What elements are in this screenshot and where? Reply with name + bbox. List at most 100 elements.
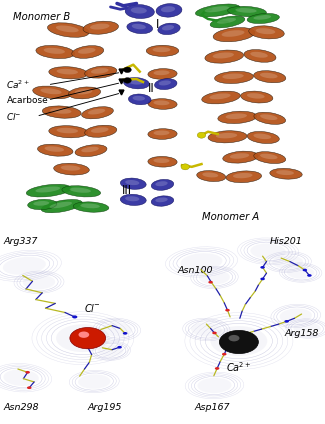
- Ellipse shape: [42, 106, 81, 118]
- Ellipse shape: [210, 16, 245, 28]
- Ellipse shape: [240, 91, 273, 103]
- Ellipse shape: [125, 196, 139, 201]
- Ellipse shape: [26, 184, 71, 197]
- Ellipse shape: [216, 133, 237, 138]
- Ellipse shape: [73, 202, 109, 212]
- Ellipse shape: [91, 68, 109, 74]
- Ellipse shape: [47, 23, 89, 37]
- Ellipse shape: [293, 322, 321, 335]
- Ellipse shape: [156, 4, 182, 17]
- Text: Arg195: Arg195: [88, 403, 122, 413]
- Ellipse shape: [33, 201, 49, 206]
- Ellipse shape: [162, 25, 174, 31]
- Ellipse shape: [227, 6, 266, 17]
- Ellipse shape: [132, 24, 146, 29]
- Circle shape: [70, 327, 106, 349]
- Ellipse shape: [125, 180, 139, 185]
- Circle shape: [284, 320, 289, 323]
- Ellipse shape: [233, 173, 253, 178]
- Ellipse shape: [78, 374, 111, 389]
- Ellipse shape: [223, 151, 258, 163]
- Ellipse shape: [250, 52, 268, 58]
- Ellipse shape: [213, 28, 255, 42]
- Text: III: III: [122, 184, 132, 197]
- Ellipse shape: [159, 81, 171, 86]
- Circle shape: [219, 330, 258, 354]
- Text: Monomer A: Monomer A: [202, 212, 259, 222]
- Ellipse shape: [270, 168, 302, 179]
- Text: Acarbose: Acarbose: [6, 96, 48, 105]
- Ellipse shape: [125, 5, 154, 19]
- Circle shape: [260, 266, 265, 269]
- Circle shape: [260, 278, 265, 280]
- Ellipse shape: [148, 129, 177, 139]
- Ellipse shape: [254, 152, 286, 164]
- Text: Cl$^{-}$: Cl$^{-}$: [84, 302, 101, 314]
- Circle shape: [197, 132, 206, 138]
- Ellipse shape: [208, 131, 247, 143]
- Ellipse shape: [199, 270, 230, 285]
- Ellipse shape: [127, 22, 153, 33]
- Ellipse shape: [153, 131, 170, 135]
- Circle shape: [79, 332, 89, 338]
- Ellipse shape: [204, 6, 229, 12]
- Ellipse shape: [158, 23, 180, 35]
- Ellipse shape: [35, 187, 60, 192]
- Ellipse shape: [88, 109, 105, 114]
- Ellipse shape: [151, 196, 174, 206]
- Ellipse shape: [209, 93, 231, 99]
- Ellipse shape: [230, 153, 249, 159]
- Ellipse shape: [78, 48, 96, 54]
- Text: Arg337: Arg337: [3, 237, 38, 246]
- Ellipse shape: [222, 30, 244, 37]
- Ellipse shape: [198, 378, 231, 393]
- Ellipse shape: [195, 4, 240, 17]
- Ellipse shape: [3, 369, 39, 386]
- Ellipse shape: [61, 165, 80, 170]
- Ellipse shape: [249, 26, 284, 39]
- Circle shape: [85, 346, 90, 349]
- Ellipse shape: [75, 145, 107, 156]
- Ellipse shape: [85, 125, 117, 137]
- Ellipse shape: [244, 50, 276, 62]
- Ellipse shape: [247, 14, 280, 24]
- Ellipse shape: [49, 126, 88, 138]
- Ellipse shape: [131, 7, 147, 14]
- Text: Ca$^{2+}$: Ca$^{2+}$: [226, 360, 251, 374]
- Ellipse shape: [33, 86, 71, 99]
- Circle shape: [123, 332, 127, 335]
- Ellipse shape: [213, 53, 234, 59]
- Ellipse shape: [202, 173, 218, 177]
- Ellipse shape: [44, 48, 65, 54]
- Ellipse shape: [3, 257, 46, 275]
- Ellipse shape: [153, 70, 170, 75]
- Circle shape: [222, 353, 227, 355]
- Ellipse shape: [68, 87, 101, 99]
- Text: Asp167: Asp167: [195, 403, 230, 413]
- Ellipse shape: [280, 308, 312, 324]
- Ellipse shape: [247, 131, 279, 144]
- Ellipse shape: [83, 21, 119, 34]
- Ellipse shape: [50, 108, 72, 114]
- Ellipse shape: [247, 93, 265, 99]
- Ellipse shape: [40, 88, 62, 94]
- Ellipse shape: [54, 163, 89, 175]
- Ellipse shape: [287, 266, 314, 279]
- Ellipse shape: [148, 156, 177, 167]
- Ellipse shape: [57, 128, 78, 133]
- Ellipse shape: [148, 69, 177, 79]
- Circle shape: [25, 371, 30, 374]
- Ellipse shape: [153, 47, 170, 52]
- Ellipse shape: [214, 71, 254, 84]
- Ellipse shape: [120, 178, 146, 190]
- Circle shape: [208, 281, 213, 284]
- Circle shape: [225, 309, 230, 312]
- Ellipse shape: [197, 170, 226, 181]
- Ellipse shape: [154, 78, 177, 89]
- Ellipse shape: [49, 67, 88, 79]
- Ellipse shape: [272, 255, 303, 269]
- Ellipse shape: [254, 134, 271, 139]
- Ellipse shape: [202, 91, 240, 104]
- Ellipse shape: [81, 147, 99, 152]
- Ellipse shape: [56, 324, 110, 352]
